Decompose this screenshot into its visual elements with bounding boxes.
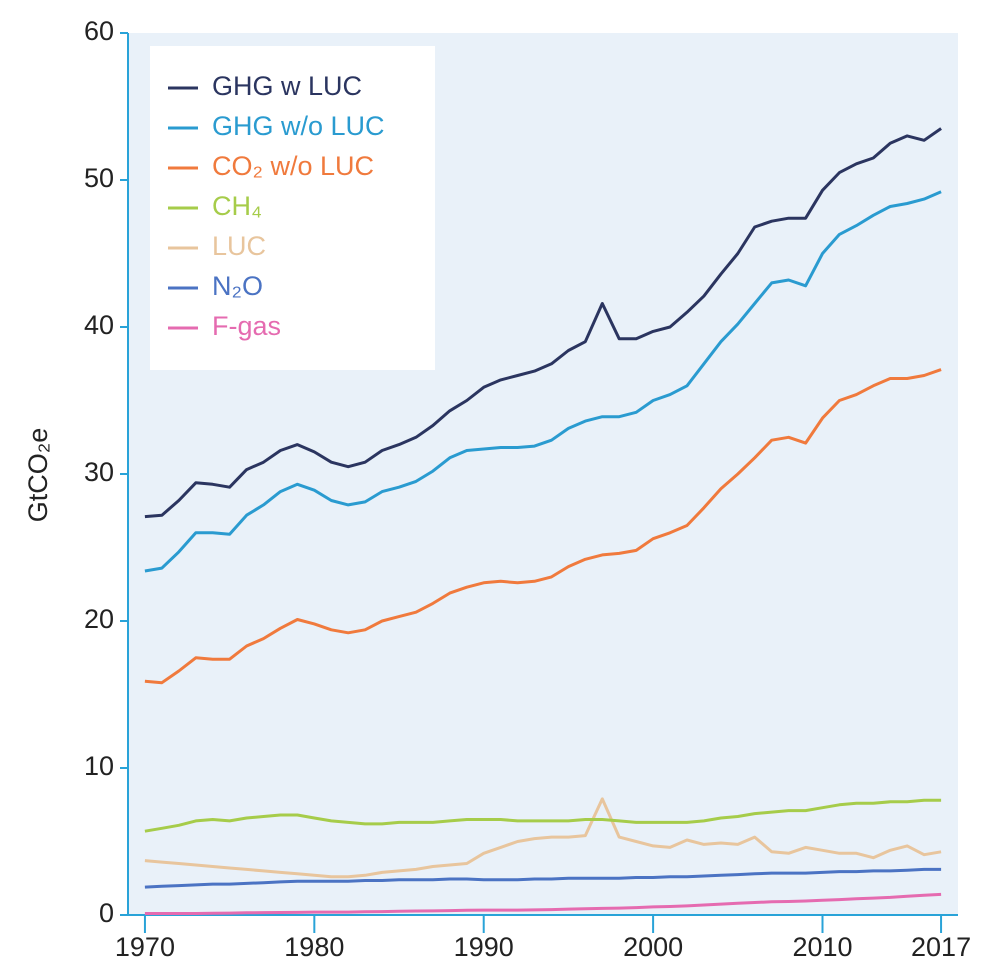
legend-label: CH₄ (212, 191, 262, 221)
legend-label: LUC (212, 231, 266, 261)
legend-label: CO₂ w/o LUC (212, 151, 374, 181)
x-tick-label: 1990 (454, 932, 514, 962)
y-tick-label: 20 (84, 604, 114, 634)
y-tick-label: 40 (84, 310, 114, 340)
series-line (144, 867, 942, 889)
y-tick-label: 30 (84, 457, 114, 487)
series-line (144, 190, 942, 573)
series-line (144, 797, 942, 879)
x-tick-label: 2000 (623, 932, 683, 962)
legend-label: N₂O (212, 271, 263, 301)
series-line (144, 127, 942, 519)
y-axis-label: GtCO₂e (23, 428, 53, 523)
y-tick-label: 60 (84, 16, 114, 46)
x-tick-label: 1980 (284, 932, 344, 962)
series-line (144, 368, 942, 685)
x-tick-label: 2017 (911, 932, 971, 962)
legend-label: GHG w LUC (212, 71, 362, 101)
y-tick-label: 10 (84, 751, 114, 781)
y-tick-label: 50 (84, 163, 114, 193)
series-line (144, 798, 942, 833)
legend-label: GHG w/o LUC (212, 111, 385, 141)
legend-label: F-gas (212, 311, 281, 341)
x-tick-label: 1970 (115, 932, 175, 962)
x-tick-label: 2010 (792, 932, 852, 962)
y-tick-label: 0 (99, 898, 114, 928)
series-line (144, 892, 942, 915)
